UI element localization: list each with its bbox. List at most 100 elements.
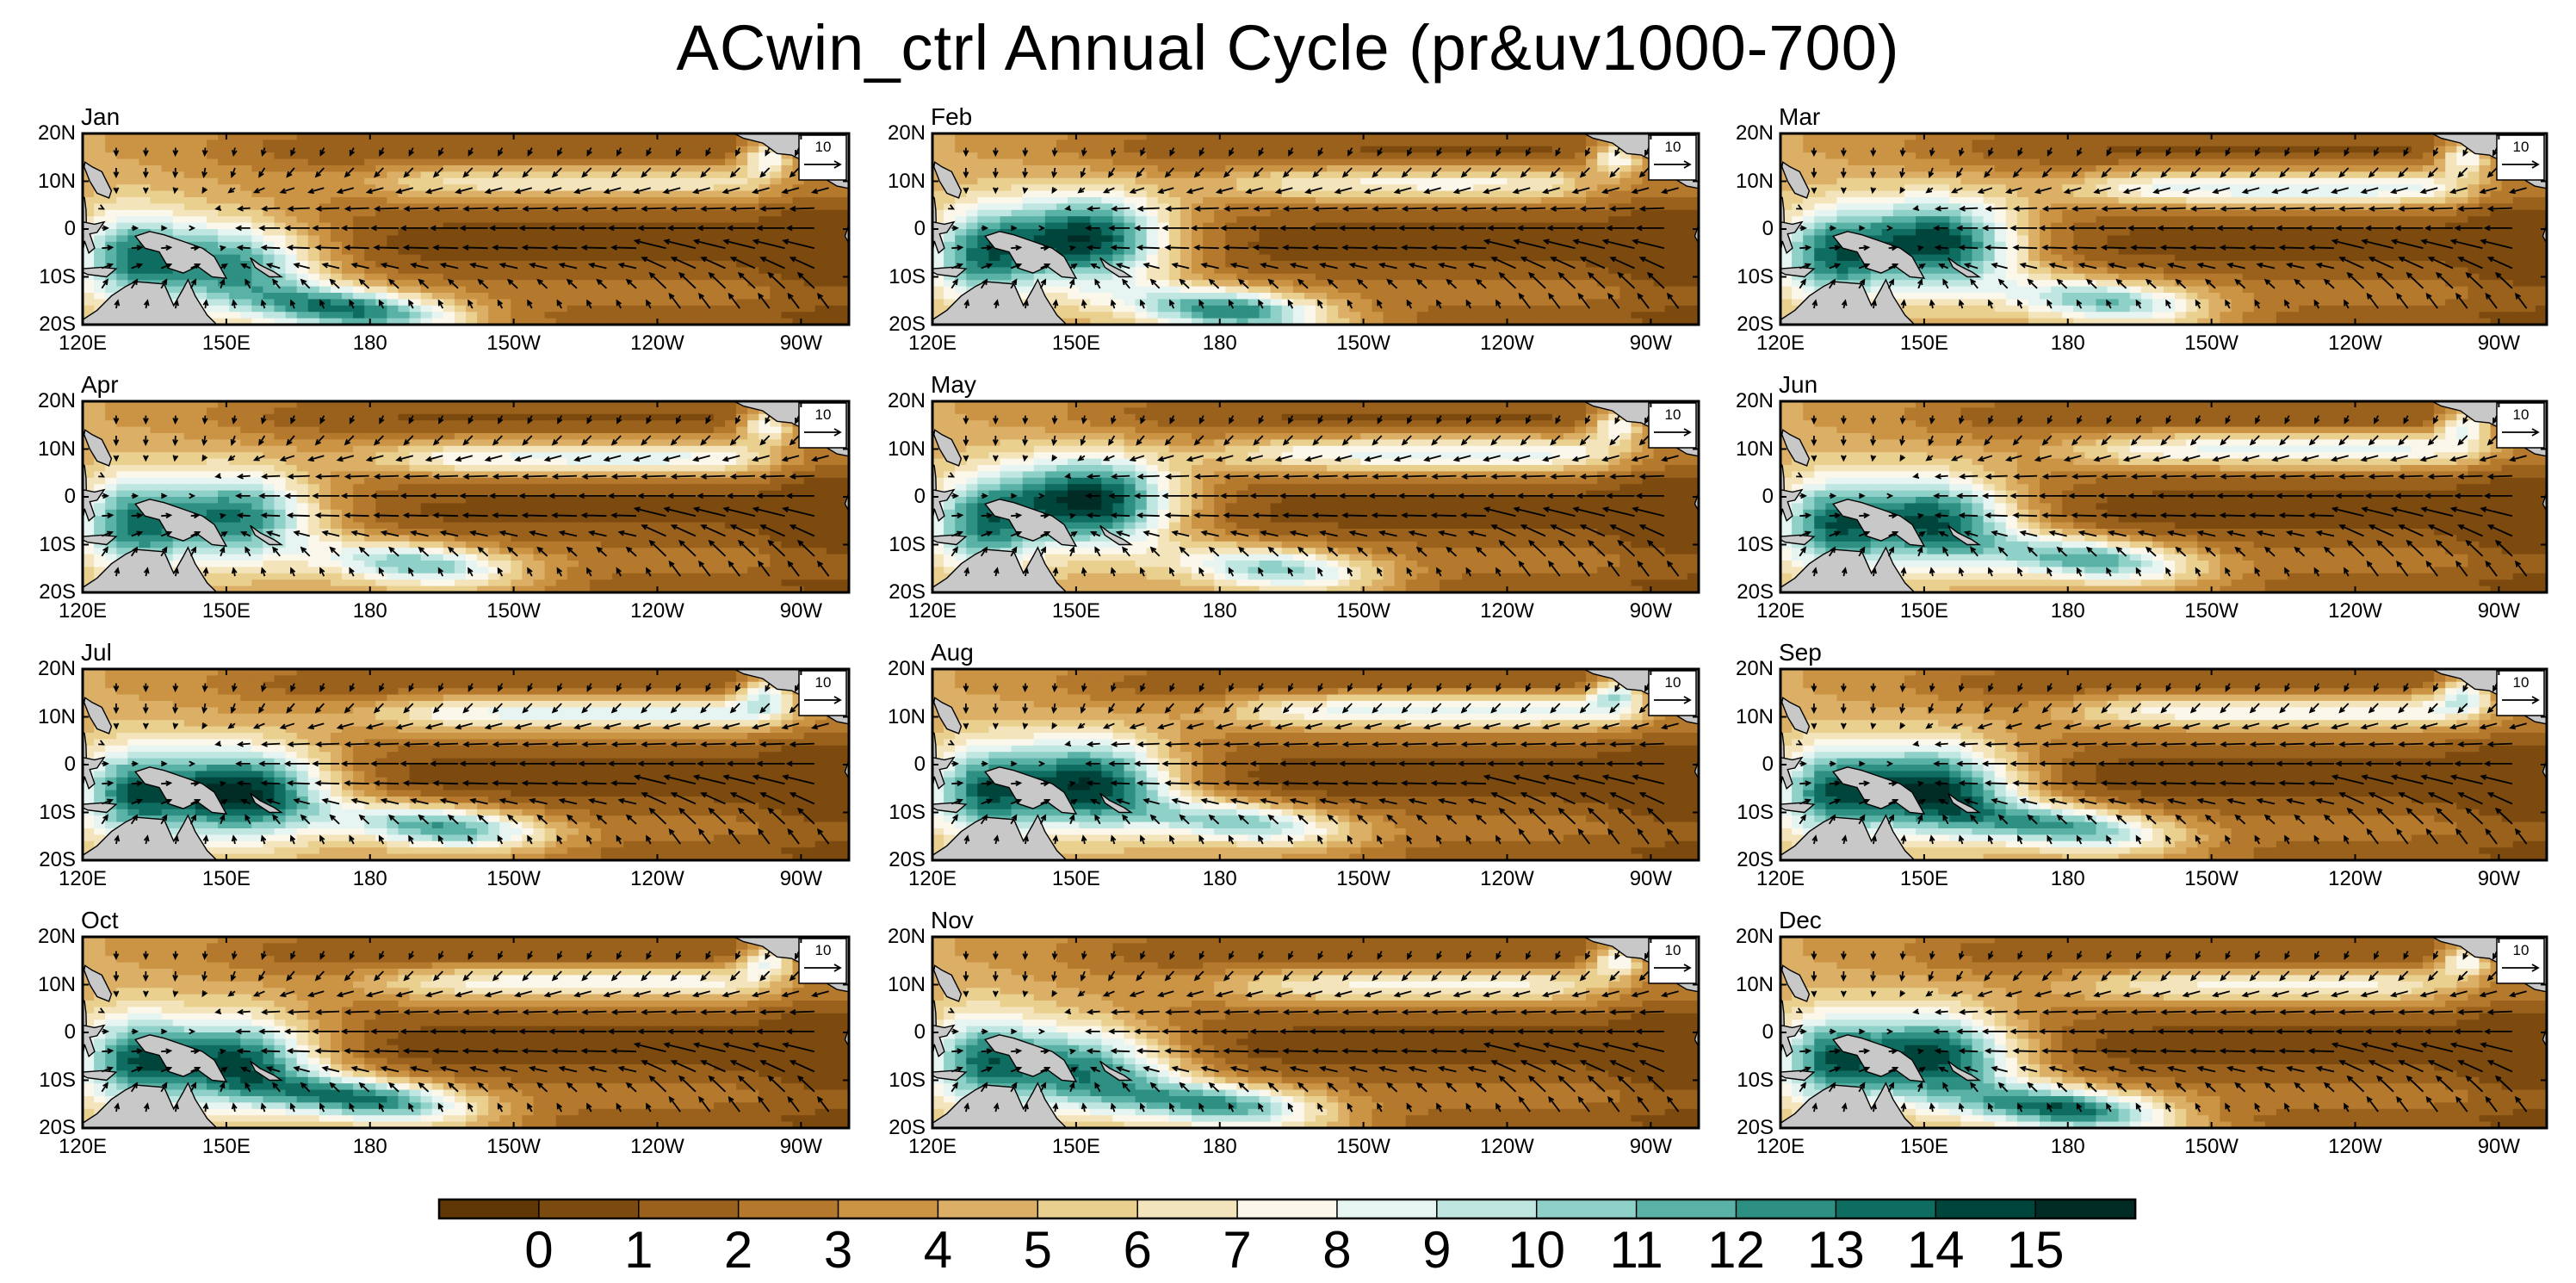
precip-cell [105,158,117,166]
precip-cell [1484,318,1497,325]
precip-cell [1938,133,1950,140]
precip-cell [668,248,681,256]
precip-cell [988,133,1001,140]
precip-cell [1405,171,1418,179]
precip-cell [409,184,422,192]
precip-cell [307,229,320,236]
precip-cell [1316,216,1328,224]
wind-vector [189,225,196,232]
precip-cell [477,318,489,325]
precip-cell [1394,209,1407,217]
precip-cell [2040,146,2052,153]
precip-cell [1338,209,1350,217]
precip-cell [657,197,670,204]
precip-cell [2096,133,2108,140]
precip-cell [2231,139,2244,147]
precip-cell [1972,139,1985,147]
precip-cell [420,286,433,294]
wind-vector [1614,147,1620,157]
precip-cell [578,267,591,275]
precip-cell [1507,235,1520,243]
precip-cell [296,286,309,294]
precip-cell [1416,152,1429,160]
precip-cell [1383,203,1396,211]
precip-cell [589,152,602,160]
precip-cell [1349,216,1361,224]
precip-cell [522,280,535,288]
precip-cell [2411,152,2424,160]
precip-cell [555,286,568,294]
precip-cell [1303,280,1316,288]
precip-cell [263,241,276,249]
precip-cell [1916,158,1928,166]
precip-cell [1540,203,1553,211]
precip-cell [2107,133,2120,140]
precip-cell [690,209,703,217]
precip-cell [454,146,467,153]
precip-cell [544,235,557,243]
precip-cell [229,248,241,256]
precip-cell [466,286,478,294]
precip-cell [589,299,602,307]
wind-vector [101,278,108,289]
precip-cell [635,165,647,172]
precip-cell [1427,312,1440,319]
precip-cell [1270,241,1283,249]
precip-cell [1675,229,1688,236]
precip-cell [1687,216,1699,224]
precip-cell [1439,312,1452,319]
precip-cell [1316,197,1328,204]
wind-vector [1068,278,1075,289]
precip-cell [1803,152,1815,160]
precip-cell [837,254,849,262]
precip-cell [988,209,1001,217]
precip-cell [229,158,241,166]
precip-cell [83,133,95,140]
precip-cell [1653,318,1666,325]
precip-cell [1529,293,1542,300]
precip-cell [657,286,670,294]
precip-cell [679,229,692,236]
precip-cell [1495,152,1508,160]
precip-cell [679,312,692,319]
precip-cell [499,267,511,275]
precip-cell [94,146,106,153]
precip-cell [375,254,387,262]
precip-cell [1664,190,1677,198]
precip-cell [2355,146,2368,153]
precip-cell [1101,158,1114,166]
precip-cell [702,203,715,211]
precip-cell [2344,158,2356,166]
precip-cell [1203,248,1215,256]
precip-cell [488,286,500,294]
precip-cell [2084,146,2097,153]
precip-cell [161,165,174,172]
precip-cell [702,293,715,300]
precip-cell [1259,158,1272,166]
precip-cell [2310,152,2322,160]
precip-cell [1000,177,1012,185]
precip-cell [657,280,670,288]
precip-cell [2456,158,2468,166]
precip-cell [1180,235,1192,243]
wind-vector [1542,239,1576,250]
precip-cell [183,216,196,224]
precip-cell [1360,146,1373,153]
precip-cell [1983,133,1996,140]
precip-cell [1124,235,1136,243]
precip-cell [932,261,944,268]
wind-vector [1149,278,1161,289]
precip-cell [1281,318,1294,325]
precip-cell [251,184,264,192]
precip-cell [1338,165,1350,172]
precip-cell [803,216,816,224]
precip-cell [1022,152,1035,160]
precip-cell [1518,280,1531,288]
precip-cell [690,197,703,204]
precip-cell [330,229,343,236]
precip-cell [1563,203,1576,211]
precip-cell [932,254,944,262]
precip-cell [195,209,207,217]
precip-cell [1248,267,1260,275]
precip-cell [1631,286,1644,294]
